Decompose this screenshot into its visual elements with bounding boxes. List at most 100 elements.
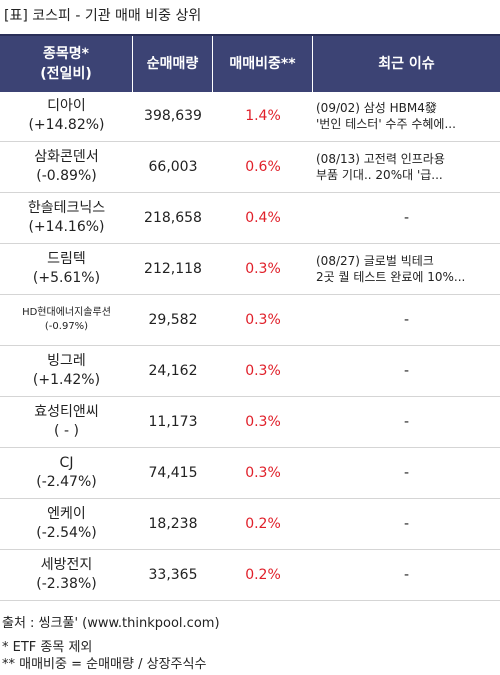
ratio: 0.4% bbox=[245, 209, 281, 226]
volume: 24,162 bbox=[148, 362, 198, 379]
header-text: 매매비중** bbox=[229, 56, 296, 72]
issue-cell: - bbox=[313, 448, 500, 498]
volume-cell: 24,162 bbox=[133, 346, 213, 396]
issue-cell: - bbox=[313, 295, 500, 345]
header-text: 순매매량 bbox=[146, 56, 199, 72]
issue-text: - bbox=[403, 464, 410, 481]
table-row: HD현대에너지솔루션 (-0.97%) 29,582 0.3% - bbox=[0, 295, 500, 346]
issue-text: (09/02) 삼성 HBM4發 bbox=[316, 101, 437, 115]
ratio: 1.4% bbox=[245, 107, 281, 124]
issue-text: - bbox=[403, 413, 410, 430]
stock-change: (-0.97%) bbox=[44, 321, 89, 332]
volume: 218,658 bbox=[144, 209, 202, 226]
name-cell: 세방전지 (-2.38%) bbox=[0, 550, 133, 600]
stock-name: 드림텍 bbox=[47, 251, 86, 267]
title: [표] 코스피 - 기관 매매 비중 상위 bbox=[4, 8, 202, 24]
volume: 18,238 bbox=[148, 515, 198, 532]
table-row: CJ (-2.47%) 74,415 0.3% - bbox=[0, 448, 500, 499]
volume-cell: 29,582 bbox=[133, 295, 213, 345]
stock-name: 디아이 bbox=[47, 98, 86, 114]
volume: 29,582 bbox=[148, 311, 198, 328]
issue-text: - bbox=[403, 362, 410, 379]
ratio: 0.2% bbox=[245, 566, 281, 583]
issue-cell: - bbox=[313, 193, 500, 243]
table-row: 빙그레 (+1.42%) 24,162 0.3% - bbox=[0, 346, 500, 397]
issue-text: 부품 기대.. 20%대 '급... bbox=[316, 168, 443, 182]
name-cell: 디아이 (+14.82%) bbox=[0, 91, 133, 141]
volume-cell: 398,639 bbox=[133, 91, 213, 141]
table-row: 효성티앤씨 ( - ) 11,173 0.3% - bbox=[0, 397, 500, 448]
volume: 11,173 bbox=[148, 413, 198, 430]
issue-text: (08/27) 글로벌 빅테크 bbox=[316, 254, 434, 268]
header-cell: 종목명* (전일비) bbox=[0, 36, 133, 92]
stock-change: (-0.89%) bbox=[36, 168, 97, 184]
ratio: 0.3% bbox=[245, 464, 281, 481]
name-cell: 한솔테크닉스 (+14.16%) bbox=[0, 193, 133, 243]
name-cell: 삼화콘덴서 (-0.89%) bbox=[0, 142, 133, 192]
table-row: 엔케이 (-2.54%) 18,238 0.2% - bbox=[0, 499, 500, 550]
issue-cell: - bbox=[313, 499, 500, 549]
stock-change: (-2.38%) bbox=[36, 576, 97, 592]
volume: 74,415 bbox=[148, 464, 198, 481]
stock-change: ( - ) bbox=[54, 423, 79, 439]
ratio-cell: 0.4% bbox=[213, 193, 313, 243]
stock-change: (+1.42%) bbox=[32, 372, 101, 388]
issue-cell: (08/13) 고전력 인프라용 부품 기대.. 20%대 '급... bbox=[316, 142, 496, 192]
stock-change: (-2.47%) bbox=[36, 474, 97, 490]
ratio: 0.3% bbox=[245, 311, 281, 328]
name-cell: 효성티앤씨 ( - ) bbox=[0, 397, 133, 447]
ratio-cell: 0.2% bbox=[213, 550, 313, 600]
volume: 398,639 bbox=[144, 107, 202, 124]
stock-change: (+5.61%) bbox=[32, 270, 101, 286]
ratio-cell: 0.3% bbox=[213, 295, 313, 345]
table-header: 종목명* (전일비) 순매매량 매매비중** 최근 이슈 bbox=[0, 34, 500, 92]
stock-name: 빙그레 bbox=[47, 353, 86, 369]
ratio-cell: 0.3% bbox=[213, 244, 313, 294]
table-row: 삼화콘덴서 (-0.89%) 66,003 0.6% (08/13) 고전력 인프라용 부… bbox=[0, 142, 500, 193]
name-cell: CJ (-2.47%) bbox=[0, 448, 133, 498]
ratio-cell: 0.2% bbox=[213, 499, 313, 549]
issue-cell: (08/27) 글로벌 빅테크 2곳 퀄 테스트 완료에 10%... bbox=[316, 244, 496, 294]
name-cell: HD현대에너지솔루션 (-0.97%) bbox=[0, 295, 133, 345]
table-row: 디아이 (+14.82%) 398,639 1.4% (09/02) 삼성 HBM4發 '… bbox=[0, 91, 500, 142]
stock-name: 엔케이 bbox=[47, 506, 86, 522]
ratio-cell: 0.3% bbox=[213, 346, 313, 396]
note: * ETF 종목 제외 bbox=[2, 640, 93, 655]
ratio: 0.3% bbox=[245, 362, 281, 379]
stock-change: (+14.82%) bbox=[28, 117, 105, 133]
name-cell: 엔케이 (-2.54%) bbox=[0, 499, 133, 549]
issue-text: '번인 테스터' 수주 수혜에... bbox=[316, 117, 456, 131]
issue-text: 2곳 퀄 테스트 완료에 10%... bbox=[316, 270, 466, 284]
stock-name: HD현대에너지솔루션 bbox=[22, 307, 111, 318]
stock-change: (+14.16%) bbox=[28, 219, 105, 235]
note: ** 매매비중 = 순매매량 / 상장주식수 bbox=[2, 657, 207, 672]
volume: 212,118 bbox=[144, 260, 202, 277]
ratio-cell: 0.3% bbox=[213, 448, 313, 498]
header-text: (전일비) bbox=[40, 66, 92, 82]
ratio: 0.2% bbox=[245, 515, 281, 532]
name-cell: 빙그레 (+1.42%) bbox=[0, 346, 133, 396]
volume-cell: 11,173 bbox=[133, 397, 213, 447]
stock-name: CJ bbox=[59, 455, 74, 471]
ratio-cell: 1.4% bbox=[213, 91, 313, 141]
ratio: 0.3% bbox=[245, 260, 281, 277]
issue-cell: (09/02) 삼성 HBM4發 '번인 테스터' 수주 수혜에... bbox=[316, 91, 496, 141]
volume-cell: 66,003 bbox=[133, 142, 213, 192]
table-row: 세방전지 (-2.38%) 33,365 0.2% - bbox=[0, 550, 500, 601]
table-row: 한솔테크닉스 (+14.16%) 218,658 0.4% - bbox=[0, 193, 500, 244]
volume-cell: 33,365 bbox=[133, 550, 213, 600]
stock-name: 삼화콘덴서 bbox=[34, 149, 99, 165]
volume: 66,003 bbox=[148, 158, 198, 175]
ratio-cell: 0.3% bbox=[213, 397, 313, 447]
volume-cell: 74,415 bbox=[133, 448, 213, 498]
ratio: 0.3% bbox=[245, 413, 281, 430]
header-text: 최근 이슈 bbox=[378, 56, 435, 72]
stock-change: (-2.54%) bbox=[36, 525, 97, 541]
issue-cell: - bbox=[313, 550, 500, 600]
stock-name: 효성티앤씨 bbox=[34, 404, 99, 420]
table-row: 드림텍 (+5.61%) 212,118 0.3% (08/27) 글로벌 빅테크 2곳 … bbox=[0, 244, 500, 295]
volume: 33,365 bbox=[148, 566, 198, 583]
note: 출처 : 씽크풀' (www.thinkpool.com) bbox=[2, 616, 220, 631]
issue-cell: - bbox=[313, 397, 500, 447]
